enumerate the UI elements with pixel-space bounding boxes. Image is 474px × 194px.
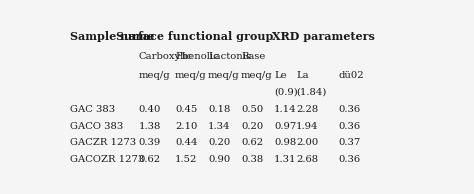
Text: Base: Base bbox=[241, 52, 265, 61]
Text: La: La bbox=[296, 71, 309, 80]
Text: Surface functional group: Surface functional group bbox=[117, 31, 274, 42]
Text: 1.34: 1.34 bbox=[208, 122, 230, 131]
Text: 0.37: 0.37 bbox=[338, 138, 361, 147]
Text: (0.9): (0.9) bbox=[274, 87, 298, 96]
Text: 0.45: 0.45 bbox=[175, 105, 197, 114]
Text: 0.39: 0.39 bbox=[138, 138, 161, 147]
Text: 0.90: 0.90 bbox=[208, 155, 230, 164]
Text: 1.14: 1.14 bbox=[274, 105, 297, 114]
Text: 0.18: 0.18 bbox=[208, 105, 230, 114]
Text: 0.62: 0.62 bbox=[138, 155, 160, 164]
Text: 0.62: 0.62 bbox=[241, 138, 263, 147]
Text: 0.38: 0.38 bbox=[241, 155, 264, 164]
Text: 0.20: 0.20 bbox=[208, 138, 230, 147]
Text: (1.84): (1.84) bbox=[296, 87, 327, 96]
Text: 1.52: 1.52 bbox=[175, 155, 197, 164]
Text: 1.94: 1.94 bbox=[296, 122, 319, 131]
Text: Carboxylic: Carboxylic bbox=[138, 52, 192, 61]
Text: 0.98: 0.98 bbox=[274, 138, 296, 147]
Text: 2.10: 2.10 bbox=[175, 122, 197, 131]
Text: GACZR 1273: GACZR 1273 bbox=[70, 138, 136, 147]
Text: XRD parameters: XRD parameters bbox=[272, 31, 375, 42]
Text: 1.38: 1.38 bbox=[138, 122, 161, 131]
Text: 0.50: 0.50 bbox=[241, 105, 264, 114]
Text: 0.44: 0.44 bbox=[175, 138, 198, 147]
Text: 2.00: 2.00 bbox=[296, 138, 319, 147]
Text: meq/g: meq/g bbox=[175, 71, 207, 80]
Text: 0.20: 0.20 bbox=[241, 122, 264, 131]
Text: 2.68: 2.68 bbox=[296, 155, 319, 164]
Text: dü02: dü02 bbox=[338, 71, 364, 80]
Text: Lactonic: Lactonic bbox=[208, 52, 252, 61]
Text: GAC 383: GAC 383 bbox=[70, 105, 115, 114]
Text: 2.28: 2.28 bbox=[296, 105, 319, 114]
Text: 0.36: 0.36 bbox=[338, 122, 361, 131]
Text: Sample name: Sample name bbox=[70, 31, 154, 42]
Text: GACOZR 1273: GACOZR 1273 bbox=[70, 155, 144, 164]
Text: 0.36: 0.36 bbox=[338, 155, 361, 164]
Text: meq/g: meq/g bbox=[138, 71, 170, 80]
Text: 0.97: 0.97 bbox=[274, 122, 296, 131]
Text: GACO 383: GACO 383 bbox=[70, 122, 123, 131]
Text: Le: Le bbox=[274, 71, 287, 80]
Text: 0.40: 0.40 bbox=[138, 105, 161, 114]
Text: 0.36: 0.36 bbox=[338, 105, 361, 114]
Text: 1.31: 1.31 bbox=[274, 155, 297, 164]
Text: meq/g: meq/g bbox=[241, 71, 273, 80]
Text: Phenolic: Phenolic bbox=[175, 52, 219, 61]
Text: meq/g: meq/g bbox=[208, 71, 240, 80]
